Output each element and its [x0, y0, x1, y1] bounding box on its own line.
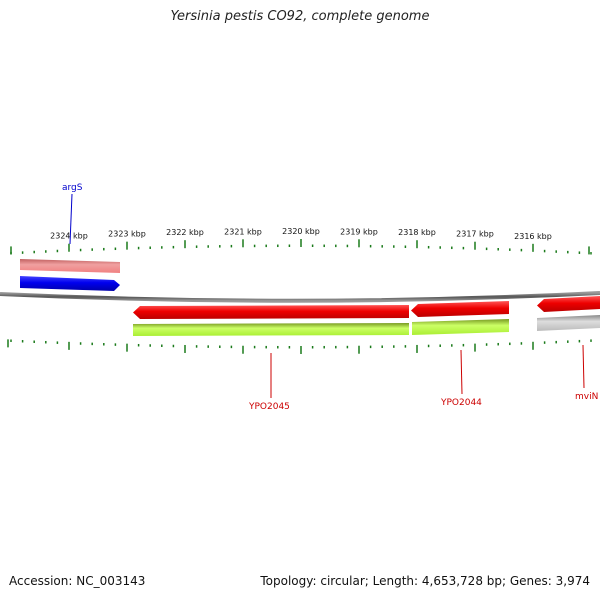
genome-summary-text: Topology: circular; Length: 4,653,728 bp…	[260, 574, 590, 588]
gene-label-ypo2044[interactable]: YPO2044	[440, 398, 482, 408]
ypo2044-leader-line	[460, 349, 463, 395]
tick-label: 2317 kbp	[456, 230, 494, 239]
gene-label-ypo2045[interactable]: YPO2045	[248, 402, 290, 412]
reverse-feature-bar-2	[412, 319, 509, 335]
gene-label-mviN[interactable]: mviN	[575, 392, 598, 402]
tick-label: 2320 kbp	[282, 227, 320, 236]
tick-label: 2316 kbp	[514, 232, 552, 241]
mviN-leader-line	[582, 344, 585, 389]
argS-leader-line	[69, 193, 73, 245]
gene-mviN-arrow[interactable]	[537, 296, 600, 312]
gene-ypo2044-arrow[interactable]	[411, 301, 509, 317]
tick-label: 2319 kbp	[340, 227, 378, 236]
gray-feature-bar	[537, 315, 600, 331]
outer-tick-ring	[10, 239, 592, 255]
map-title: Yersinia pestis CO92, complete genome	[170, 9, 430, 24]
genome-backbone	[0, 291, 600, 303]
forward-feature-bar	[20, 259, 120, 273]
tick-label: 2323 kbp	[108, 230, 146, 239]
tick-label: 2321 kbp	[224, 227, 262, 236]
gene-ypo2045-arrow[interactable]	[133, 305, 409, 319]
tick-label: 2322 kbp	[166, 228, 204, 237]
tick-label: 2324 kbp	[50, 232, 88, 241]
tick-labels: 2324 kbp 2323 kbp 2322 kbp 2321 kbp 2320 kbp…	[50, 227, 552, 241]
accession-text: Accession: NC_003143	[9, 574, 146, 588]
tick-label: 2318 kbp	[398, 228, 436, 237]
gene-argS-arrow[interactable]	[20, 276, 120, 291]
reverse-feature-bar-1	[133, 323, 409, 336]
gene-label-argS[interactable]: argS	[62, 183, 83, 193]
inner-tick-ring	[7, 339, 592, 354]
